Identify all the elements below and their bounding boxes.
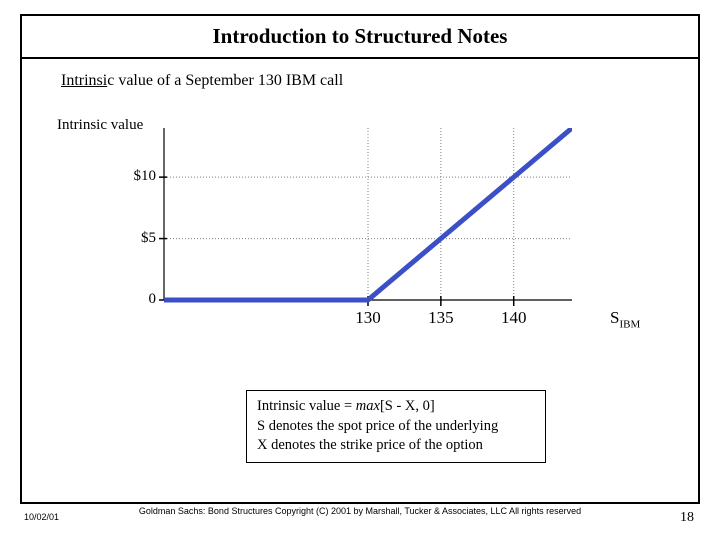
y-axis-title: Intrinsic value — [57, 117, 143, 134]
footer-page-number: 18 — [680, 510, 694, 526]
footer-copyright: Goldman Sachs: Bond Structures Copyright… — [0, 507, 720, 517]
subtitle-rest: c value of a September 130 IBM call — [107, 72, 343, 89]
y-tick-label: $10 — [122, 168, 156, 185]
formula-args: [S - X, 0] — [380, 398, 435, 414]
formula-line-2: S denotes the spot price of the underlyi… — [257, 417, 535, 437]
payoff-chart: 0$5$10130135140SIBM — [152, 128, 572, 310]
subtitle-underlined: Intrinsi — [61, 72, 107, 89]
x-tick-label: 140 — [494, 308, 534, 328]
formula-lhs: Intrinsic value = — [257, 398, 356, 414]
y-tick-label: 0 — [122, 291, 156, 308]
chart-svg — [152, 128, 572, 310]
x-tick-label: 130 — [348, 308, 388, 328]
y-tick-label: $5 — [122, 230, 156, 247]
formula-max: max — [356, 398, 380, 414]
formula-box: Intrinsic value = max[S - X, 0] S denote… — [246, 390, 546, 463]
subtitle: Intrinsic value of a September 130 IBM c… — [61, 72, 343, 90]
slide-frame: Introduction to Structured Notes Intrins… — [20, 14, 700, 504]
slide-title: Introduction to Structured Notes — [22, 16, 698, 59]
x-tick-label: 135 — [421, 308, 461, 328]
x-axis-title: SIBM — [610, 308, 640, 330]
formula-line-1: Intrinsic value = max[S - X, 0] — [257, 397, 535, 417]
formula-line-3: X denotes the strike price of the option — [257, 436, 535, 456]
